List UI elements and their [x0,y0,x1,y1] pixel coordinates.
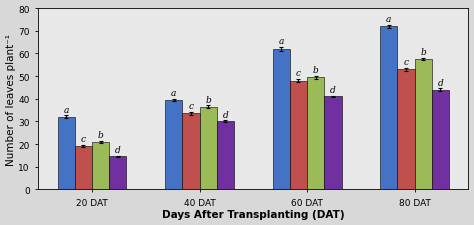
Text: c: c [81,135,86,144]
Text: a: a [64,105,69,114]
Bar [397,70,415,189]
Text: d: d [222,110,228,119]
Text: a: a [171,88,176,97]
Bar [290,81,307,189]
Text: d: d [438,78,443,87]
Text: a: a [279,37,284,46]
Bar [324,97,341,189]
Text: c: c [403,58,409,67]
Bar [380,27,397,189]
Text: b: b [420,48,426,57]
Bar [109,157,127,189]
Text: b: b [313,66,319,75]
Y-axis label: Number of leaves plant⁻¹: Number of leaves plant⁻¹ [6,34,16,165]
Bar [273,50,290,189]
Text: d: d [115,145,121,154]
Text: d: d [330,85,336,94]
Bar [165,100,182,189]
Bar [75,147,92,189]
Bar [57,117,75,189]
Bar [217,122,234,189]
Bar [200,107,217,189]
Text: b: b [205,95,211,104]
Text: b: b [98,130,103,139]
X-axis label: Days After Transplanting (DAT): Days After Transplanting (DAT) [162,209,345,219]
Text: a: a [386,15,392,24]
Bar [92,142,109,189]
Bar [415,60,432,189]
Bar [432,90,449,189]
Bar [182,114,200,189]
Bar [307,78,324,189]
Text: c: c [296,69,301,78]
Text: c: c [189,102,193,111]
